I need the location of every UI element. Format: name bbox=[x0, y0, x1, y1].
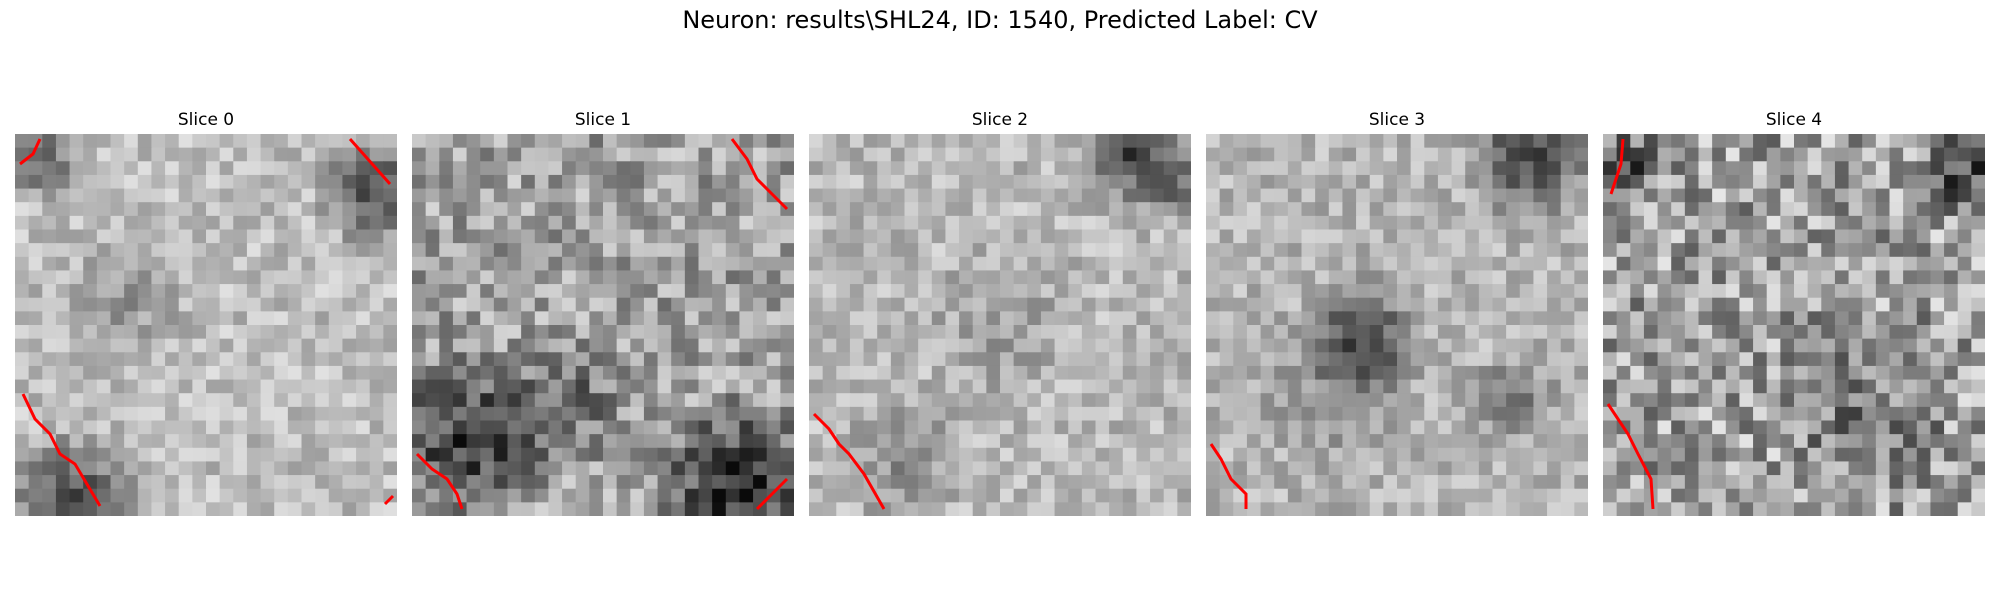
contour-line bbox=[812, 412, 886, 510]
contour-line bbox=[755, 477, 789, 511]
slice-image-1 bbox=[412, 134, 794, 516]
slice-title-4: Slice 4 bbox=[1765, 110, 1823, 130]
slice-title-2: Slice 2 bbox=[971, 110, 1029, 130]
contour-line bbox=[19, 138, 42, 166]
slice-image-3 bbox=[1206, 134, 1588, 516]
contour-line bbox=[383, 494, 395, 506]
slice-title-0: Slice 0 bbox=[177, 110, 235, 130]
slice-title-1: Slice 1 bbox=[574, 110, 632, 130]
slice-image-0 bbox=[15, 134, 397, 516]
contour-line bbox=[21, 393, 102, 507]
contour-line bbox=[1609, 138, 1625, 195]
contour-line bbox=[1606, 403, 1655, 510]
contour-line bbox=[348, 138, 392, 185]
contour-line bbox=[415, 452, 464, 510]
figure-title: Neuron: results\SHL24, ID: 1540, Predict… bbox=[682, 6, 1318, 34]
slice-image-4 bbox=[1603, 134, 1985, 516]
contour-line bbox=[730, 138, 789, 211]
slice-image-2 bbox=[809, 134, 1191, 516]
slice-title-3: Slice 3 bbox=[1368, 110, 1426, 130]
contour-line bbox=[1209, 443, 1248, 509]
